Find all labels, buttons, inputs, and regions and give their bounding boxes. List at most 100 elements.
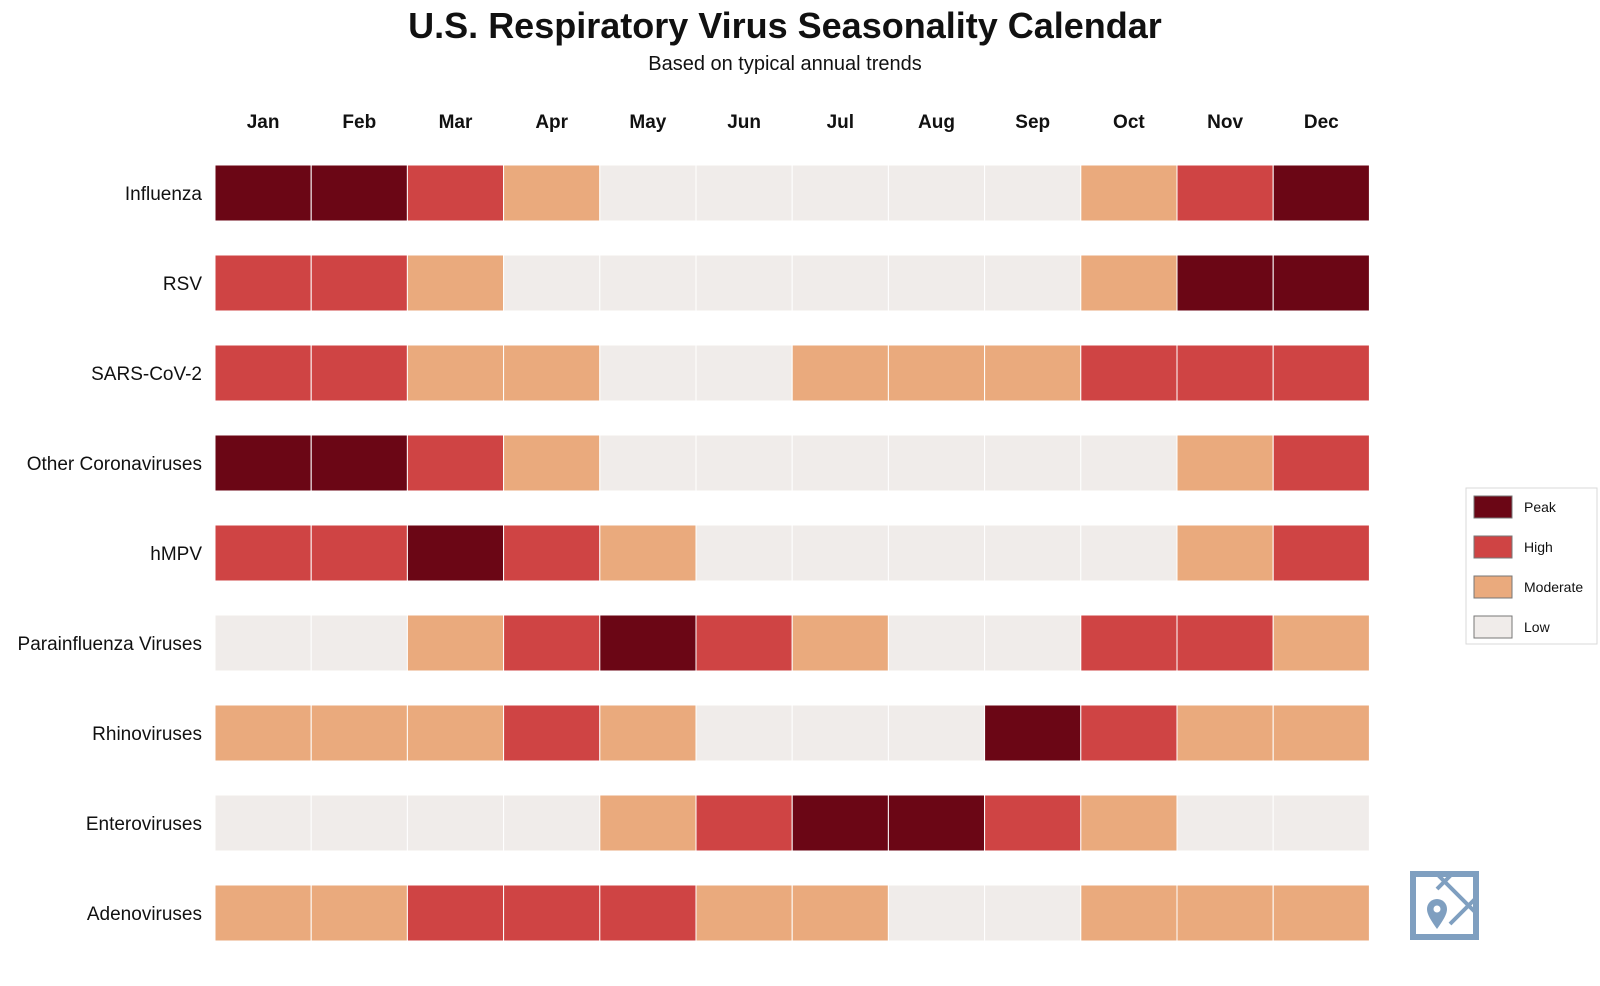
heatmap-cell: [1272, 254, 1370, 312]
heatmap-cell: [1080, 434, 1178, 492]
heatmap-cell: [310, 704, 408, 762]
heatmap-cell: [984, 794, 1082, 852]
month-label: Nov: [1207, 112, 1243, 133]
heatmap-cell: [310, 164, 408, 222]
heatmap-cell: [214, 794, 312, 852]
virus-label: Parainfluenza Viruses: [18, 634, 202, 655]
heatmap-cell: [599, 254, 697, 312]
map-icon-pin: [1427, 899, 1447, 929]
heatmap-cell: [887, 164, 986, 222]
month-label: Sep: [1015, 112, 1050, 133]
heatmap-cell: [214, 434, 312, 492]
heatmap-cell: [599, 524, 697, 582]
heatmap-cell: [791, 884, 889, 942]
heatmap-cell: [406, 884, 505, 942]
chart-title: U.S. Respiratory Virus Seasonality Calen…: [408, 5, 1162, 46]
heatmap-cell: [695, 434, 793, 492]
heatmap-cell: [1272, 344, 1370, 402]
heatmap-cell: [599, 614, 697, 672]
heatmap-cell: [1080, 254, 1178, 312]
month-label: Aug: [918, 112, 955, 133]
heatmap-cell: [1176, 614, 1274, 672]
virus-label: hMPV: [150, 544, 202, 565]
heatmap-cell: [599, 164, 697, 222]
heatmap-cell: [887, 344, 986, 402]
heatmap-cell: [887, 704, 986, 762]
heatmap-cell: [1176, 704, 1274, 762]
virus-axis-labels: Influenza RSV SARS-CoV-2 Other Coronaviruse…: [18, 184, 203, 925]
heatmap-cell: [791, 344, 889, 402]
month-label: Feb: [342, 112, 376, 133]
heatmap-cell: [599, 434, 697, 492]
heatmap-cell: [1176, 164, 1274, 222]
heatmap-cell: [406, 164, 505, 222]
map-pin-icon[interactable]: [1410, 871, 1479, 940]
heatmap-cell: [214, 614, 312, 672]
heatmap-cell: [1272, 614, 1370, 672]
heatmap-cell: [695, 704, 793, 762]
legend-swatch: [1473, 615, 1513, 639]
map-icon-road-b: [1435, 872, 1454, 891]
heatmap-cell: [1080, 164, 1178, 222]
heatmap-cell: [599, 884, 697, 942]
heatmap-cell: [310, 434, 408, 492]
heatmap-cell: [1080, 524, 1178, 582]
legend-swatch: [1473, 575, 1513, 599]
month-axis-labels: Jan Feb Mar Apr May Jun Jul Aug Sep Oct Nov Dec: [247, 112, 1339, 133]
heatmap-cell: [791, 704, 889, 762]
chart-subtitle: Based on typical annual trends: [648, 53, 922, 75]
month-label: May: [629, 112, 666, 133]
month-label: Apr: [535, 112, 568, 133]
legend: Peak High Moderate Low: [1465, 487, 1598, 645]
month-label: Jan: [247, 112, 280, 133]
month-label: Jul: [827, 112, 854, 133]
heatmap-cell: [503, 344, 601, 402]
heatmap-cell: [887, 434, 986, 492]
heatmap-cell: [599, 344, 697, 402]
heatmap-cell: [406, 254, 505, 312]
heatmap-cell: [695, 254, 793, 312]
legend-items: Peak High Moderate Low: [1473, 495, 1583, 639]
heatmap-cell: [984, 164, 1082, 222]
heatmap-cell: [1272, 794, 1370, 852]
map-icon-road-c: [1448, 896, 1478, 926]
heatmap-cell: [791, 794, 889, 852]
heatmap-cell: [1272, 164, 1370, 222]
month-label: Jun: [727, 112, 761, 133]
heatmap-cell: [1176, 434, 1274, 492]
heatmap-cell: [1176, 254, 1274, 312]
heatmap-cell: [214, 884, 312, 942]
heatmap-cell: [1272, 524, 1370, 582]
heatmap-cell: [695, 164, 793, 222]
heatmap-cell: [1272, 704, 1370, 762]
heatmap-cell: [984, 884, 1082, 942]
heatmap-cell: [1080, 614, 1178, 672]
heatmap-cell: [310, 884, 408, 942]
heatmap-cell: [791, 434, 889, 492]
heatmap-cell: [214, 164, 312, 222]
heatmap-cell: [406, 344, 505, 402]
heatmap-cell: [503, 704, 601, 762]
heatmap-cell: [1080, 884, 1178, 942]
heatmap-cell: [984, 524, 1082, 582]
virus-label: Enteroviruses: [86, 814, 202, 835]
heatmap-cell: [599, 794, 697, 852]
heatmap-cell: [695, 344, 793, 402]
heatmap-cell: [310, 524, 408, 582]
heatmap-cell: [1176, 524, 1274, 582]
heatmap-cell: [984, 254, 1082, 312]
heatmap-cell: [1272, 434, 1370, 492]
heatmap-cell: [503, 614, 601, 672]
heatmap-cell: [984, 344, 1082, 402]
heatmap-cell: [310, 344, 408, 402]
heatmap-cell: [214, 524, 312, 582]
month-label: Oct: [1113, 112, 1145, 133]
legend-swatch: [1473, 535, 1513, 559]
heatmap-cell: [984, 434, 1082, 492]
heatmap-cell: [503, 254, 601, 312]
heatmap-cell: [887, 884, 986, 942]
heatmap-cell: [695, 884, 793, 942]
heatmap-cell: [406, 434, 505, 492]
heatmap-cell: [214, 344, 312, 402]
